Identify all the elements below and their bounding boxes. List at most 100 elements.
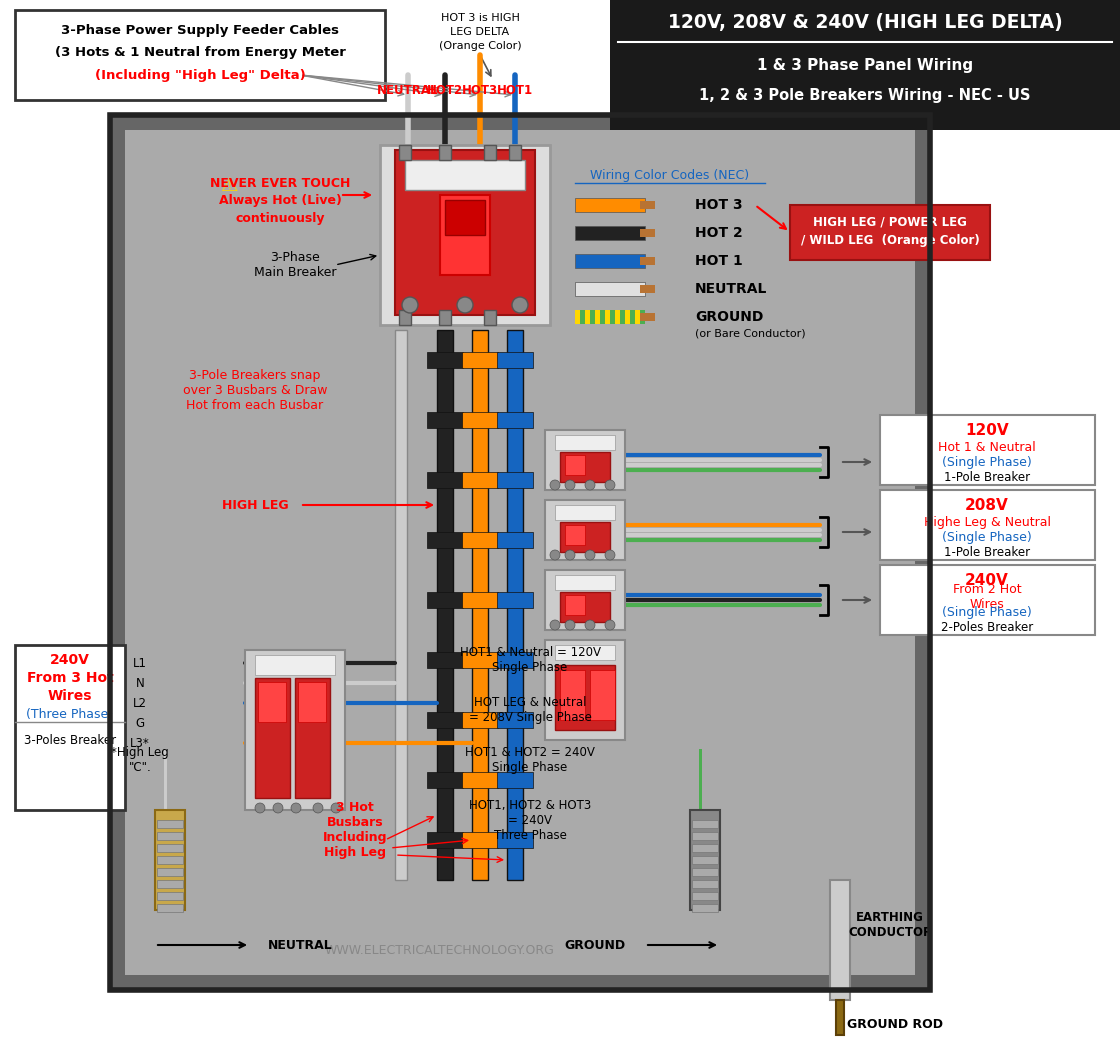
Text: HOT 3: HOT 3 — [696, 198, 743, 212]
Bar — [484, 310, 496, 326]
Bar — [295, 678, 330, 798]
Bar — [640, 257, 655, 265]
Bar — [497, 712, 533, 728]
Bar — [497, 472, 533, 488]
Bar — [575, 282, 645, 296]
Bar — [880, 415, 1095, 485]
Circle shape — [550, 480, 560, 490]
Bar — [439, 145, 451, 160]
Text: (Single Phase): (Single Phase) — [942, 456, 1032, 468]
Text: 3-Pole Breakers snap
over 3 Busbars & Draw
Hot from each Busbar: 3-Pole Breakers snap over 3 Busbars & Dr… — [183, 368, 327, 412]
Text: HIGH LEG: HIGH LEG — [222, 498, 288, 512]
Bar — [463, 352, 498, 368]
Bar — [575, 310, 580, 324]
Bar — [830, 880, 850, 1000]
Text: L2: L2 — [133, 697, 147, 709]
Bar — [545, 500, 625, 560]
Bar — [427, 832, 463, 848]
Circle shape — [564, 620, 575, 630]
Bar — [507, 330, 523, 880]
Circle shape — [255, 803, 265, 813]
Text: HOT1, HOT2 & HOT3
= 240V
Three Phase: HOT1, HOT2 & HOT3 = 240V Three Phase — [469, 799, 591, 841]
Bar — [157, 844, 183, 852]
Text: HOT LEG & Neutral
= 208V Single Phase: HOT LEG & Neutral = 208V Single Phase — [468, 696, 591, 724]
Text: Wires: Wires — [48, 690, 92, 703]
Bar — [445, 200, 485, 235]
Circle shape — [312, 803, 323, 813]
Text: 2-Poles Breaker: 2-Poles Breaker — [941, 621, 1033, 633]
Text: 3-Poles Breaker: 3-Poles Breaker — [24, 733, 116, 747]
Circle shape — [550, 550, 560, 560]
Bar — [640, 313, 655, 321]
Bar — [590, 670, 615, 720]
Bar — [110, 115, 930, 990]
Text: G: G — [136, 717, 144, 729]
Text: GROUND: GROUND — [696, 310, 764, 324]
Text: 1-Pole Breaker: 1-Pole Breaker — [944, 470, 1030, 484]
Bar — [157, 820, 183, 828]
Bar — [880, 490, 1095, 560]
Bar — [605, 310, 610, 324]
Bar — [427, 472, 463, 488]
Bar — [564, 525, 585, 545]
Text: GROUND: GROUND — [564, 938, 626, 952]
Text: L3*: L3* — [130, 736, 150, 750]
Bar — [575, 254, 645, 268]
Circle shape — [332, 803, 340, 813]
Circle shape — [605, 620, 615, 630]
Bar — [157, 892, 183, 900]
Bar — [155, 810, 185, 910]
Bar — [615, 310, 620, 324]
Bar — [640, 229, 655, 237]
Text: Highe Leg & Neutral: Highe Leg & Neutral — [924, 516, 1051, 528]
Bar — [110, 115, 930, 990]
Circle shape — [605, 480, 615, 490]
Bar — [440, 196, 491, 275]
Bar — [405, 160, 525, 190]
Bar — [497, 772, 533, 788]
Bar — [635, 310, 640, 324]
Bar — [692, 880, 718, 888]
Bar — [258, 682, 286, 722]
Bar — [463, 832, 498, 848]
Bar — [560, 592, 610, 622]
Circle shape — [273, 803, 283, 813]
Circle shape — [291, 803, 301, 813]
Bar — [575, 310, 645, 324]
Bar — [595, 310, 600, 324]
Text: NEUTRAL: NEUTRAL — [377, 83, 439, 97]
Circle shape — [512, 297, 528, 313]
Bar — [380, 145, 550, 326]
Bar — [692, 844, 718, 852]
Text: (3 Hots & 1 Neutral from Energy Meter: (3 Hots & 1 Neutral from Energy Meter — [55, 46, 345, 58]
Text: HIGH LEG / POWER LEG: HIGH LEG / POWER LEG — [813, 215, 967, 229]
Bar — [790, 205, 990, 260]
Bar — [399, 145, 411, 160]
Bar — [497, 532, 533, 548]
Text: continuously: continuously — [235, 211, 325, 225]
Text: HOT1: HOT1 — [497, 83, 533, 97]
Bar — [427, 532, 463, 548]
Text: GROUND ROD: GROUND ROD — [847, 1018, 943, 1032]
Text: (Single Phase): (Single Phase) — [942, 530, 1032, 544]
Bar — [463, 412, 498, 428]
Bar — [560, 670, 585, 720]
Text: / WILD LEG  (Orange Color): / WILD LEG (Orange Color) — [801, 234, 979, 246]
Circle shape — [585, 620, 595, 630]
Bar — [439, 310, 451, 326]
Text: NEUTRAL: NEUTRAL — [268, 938, 333, 952]
Circle shape — [564, 480, 575, 490]
Circle shape — [585, 550, 595, 560]
Text: 1 & 3 Phase Panel Wiring: 1 & 3 Phase Panel Wiring — [757, 57, 973, 73]
Text: HOT1 & Neutral = 120V
Single Phase: HOT1 & Neutral = 120V Single Phase — [459, 646, 600, 674]
Bar — [437, 330, 452, 880]
Circle shape — [564, 550, 575, 560]
Bar — [692, 856, 718, 864]
Bar — [427, 352, 463, 368]
Text: HOT3: HOT3 — [461, 83, 498, 97]
Text: 208V: 208V — [965, 497, 1009, 513]
Text: (Including "High Leg" Delta): (Including "High Leg" Delta) — [94, 69, 306, 81]
Text: (or Bare Conductor): (or Bare Conductor) — [696, 328, 805, 338]
Text: 240V: 240V — [965, 572, 1009, 588]
Text: 1, 2 & 3 Pole Breakers Wiring - NEC - US: 1, 2 & 3 Pole Breakers Wiring - NEC - US — [699, 87, 1030, 103]
